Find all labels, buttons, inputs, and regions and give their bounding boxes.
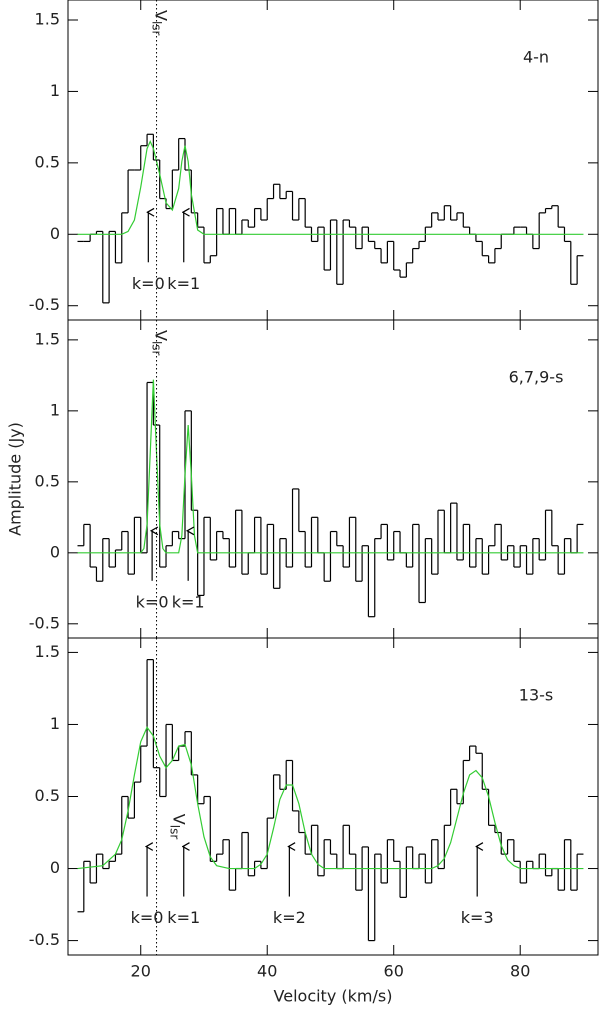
y-tick-label: 0.5 <box>35 152 60 171</box>
y-tick-label: 1.5 <box>35 10 60 29</box>
y-tick-label: 0 <box>50 858 60 877</box>
x-tick-label: 40 <box>257 962 277 981</box>
y-axis-label: Amplitude (Jy) <box>6 422 25 536</box>
annotation-label: k=1 <box>172 592 205 611</box>
y-tick-label: 0 <box>50 542 60 561</box>
vlsr-symbol: V <box>152 330 171 341</box>
y-tick-label: 1.5 <box>35 329 60 348</box>
y-tick-label: -0.5 <box>29 930 60 949</box>
y-tick-label: 1 <box>50 81 60 100</box>
vlsr-label: Vlsr <box>150 330 171 356</box>
annotation-label: k=2 <box>273 908 306 927</box>
annotation-label: k=1 <box>167 908 200 927</box>
vlsr-subscript: lsr <box>150 21 164 36</box>
y-tick-label: 0.5 <box>35 471 60 490</box>
panel-label: 4-n <box>523 48 549 67</box>
x-axis-label: Velocity (km/s) <box>274 987 393 1006</box>
vlsr-symbol: V <box>152 10 171 21</box>
y-tick-label: -0.5 <box>29 613 60 632</box>
x-tick-label: 60 <box>384 962 404 981</box>
y-tick-label: 0 <box>50 224 60 243</box>
annotation-label: k=1 <box>167 274 200 293</box>
vlsr-label: Vlsr <box>168 814 189 840</box>
panel-frame <box>67 637 599 956</box>
panel-frame <box>67 0 599 321</box>
panel-label: 13-s <box>519 686 553 705</box>
y-tick-label: 1 <box>50 400 60 419</box>
x-tick-label: 20 <box>131 962 151 981</box>
vlsr-symbol: V <box>170 814 189 825</box>
y-tick-label: 1 <box>50 714 60 733</box>
y-tick-label: -0.5 <box>29 295 60 314</box>
vlsr-subscript: lsr <box>168 825 182 840</box>
fit-curve <box>77 139 584 235</box>
panel-label: 6,7,9-s <box>509 368 564 387</box>
annotation-label: k=3 <box>461 908 494 927</box>
plot-area <box>77 133 584 304</box>
vlsr-subscript: lsr <box>150 341 164 356</box>
y-tick-label: 1.5 <box>35 642 60 661</box>
fit-curve <box>77 726 584 870</box>
plot-area <box>77 379 584 618</box>
plot-area <box>77 659 584 942</box>
vlsr-label: Vlsr <box>150 10 171 36</box>
annotation-label: k=0 <box>136 592 169 611</box>
y-tick-label: 0.5 <box>35 786 60 805</box>
annotation-label: k=0 <box>131 908 164 927</box>
fit-curve <box>77 379 584 554</box>
x-tick-label: 80 <box>510 962 530 981</box>
annotation-label: k=0 <box>132 274 165 293</box>
